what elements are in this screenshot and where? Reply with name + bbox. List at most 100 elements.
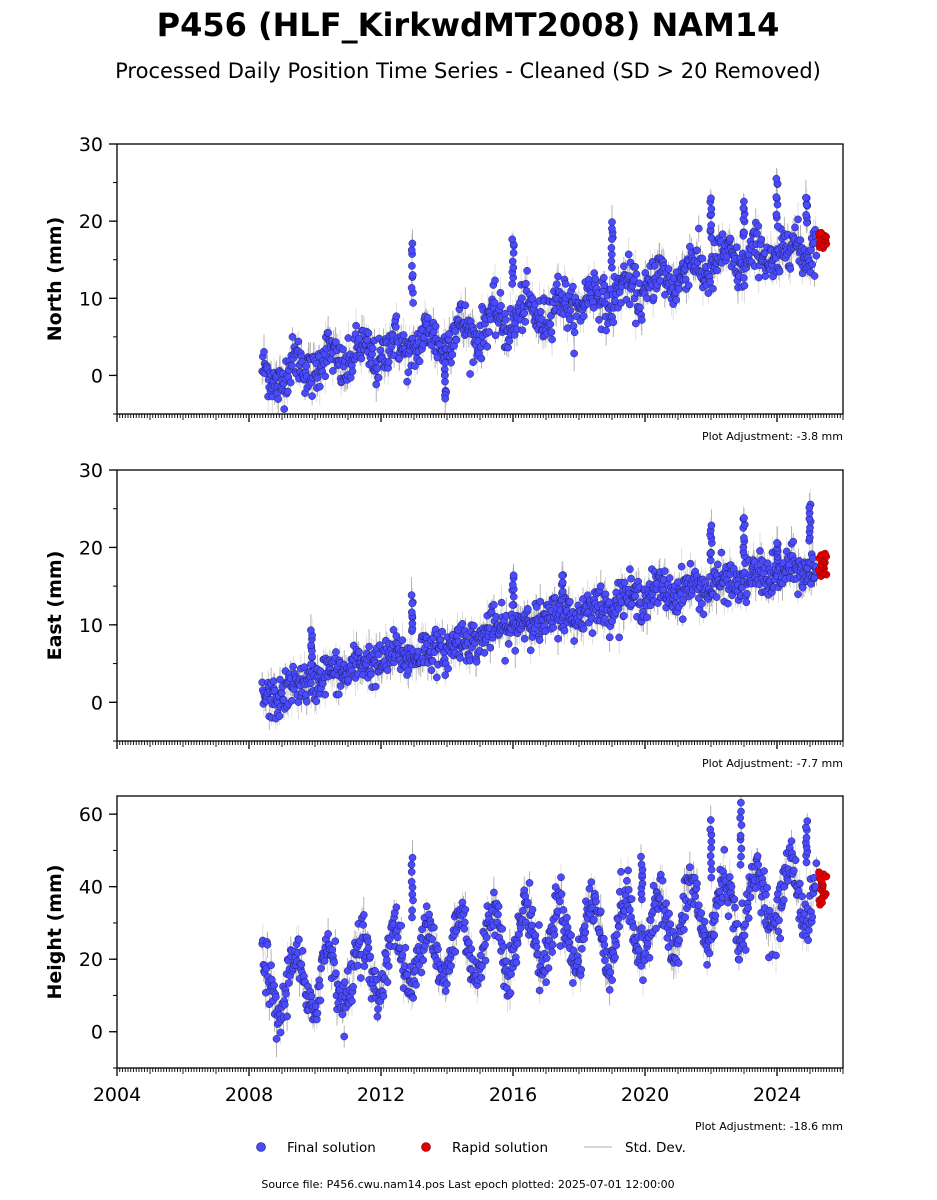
final-solution-point <box>373 364 382 373</box>
final-solution-point <box>441 358 449 367</box>
final-solution-point <box>501 656 509 665</box>
final-solution-point <box>367 670 375 679</box>
final-solution-point <box>608 218 616 226</box>
final-solution-point <box>812 251 821 260</box>
final-solution-point <box>706 549 715 558</box>
final-solution-point <box>438 627 447 636</box>
final-solution-point <box>607 250 616 259</box>
final-solution-point <box>332 338 340 346</box>
final-solution-point <box>458 619 467 628</box>
final-solution-point <box>472 657 481 666</box>
final-solution-point <box>307 660 315 669</box>
final-solution-point <box>294 337 303 346</box>
final-solution-point <box>408 271 417 279</box>
final-solution-point <box>536 307 545 316</box>
final-solution-point <box>398 636 407 645</box>
final-solution-point <box>569 322 578 330</box>
final-solution-point <box>334 690 343 699</box>
final-solution-point <box>802 193 810 202</box>
final-solution-point <box>601 614 609 623</box>
final-solution-point <box>632 270 641 278</box>
final-solution-point <box>649 293 658 302</box>
final-solution-point <box>713 266 722 275</box>
final-solution-point <box>596 582 605 591</box>
final-solution-point <box>441 394 450 403</box>
final-solution-point <box>810 272 819 280</box>
final-solution-point <box>791 223 799 232</box>
final-solution-point <box>773 539 781 547</box>
final-solution-point <box>407 608 416 617</box>
final-solution-point <box>365 642 373 651</box>
rapid-solution-points <box>815 549 831 580</box>
final-solution-point <box>757 235 766 244</box>
final-solution-point <box>518 326 527 335</box>
final-solution-point <box>508 235 517 244</box>
final-solution-point <box>707 205 716 213</box>
final-solution-point <box>786 265 795 273</box>
final-solution-point <box>490 601 498 609</box>
final-solution-point <box>548 335 556 344</box>
figure-title: P456 (HLF_KirkwdMT2008) NAM14 <box>157 6 780 44</box>
final-solution-point <box>627 600 636 609</box>
final-solution-point <box>724 599 732 608</box>
final-solution-point <box>408 599 417 608</box>
final-solution-point <box>570 349 578 358</box>
final-solution-point <box>579 312 588 321</box>
final-solution-point <box>798 583 807 592</box>
final-solution-point <box>286 378 295 387</box>
final-solution-point <box>637 316 646 324</box>
final-solution-point <box>718 230 727 239</box>
final-solution-point <box>357 354 366 363</box>
final-solution-point <box>517 294 526 303</box>
final-solution-point <box>753 229 761 238</box>
final-solution-point <box>608 263 616 272</box>
final-solution-point <box>511 646 520 655</box>
axes-frame <box>116 469 844 742</box>
y-tick-label: 30 <box>79 460 103 482</box>
plot-area <box>258 488 831 730</box>
final-solution-point <box>308 392 316 400</box>
panel-east: 0 10 20 30 East (mm) Plot Adjustment: -7.7 mm <box>44 460 844 770</box>
final-solution-point <box>427 666 436 675</box>
final-solution-point <box>789 537 798 546</box>
final-solution-point <box>595 315 603 324</box>
final-solution-point <box>448 350 457 359</box>
final-solution-point <box>522 279 530 288</box>
final-solution-point <box>558 578 567 587</box>
final-solution-point <box>404 368 413 377</box>
final-solution-point <box>428 657 437 665</box>
plot-area <box>258 796 831 1058</box>
final-solution-point <box>650 262 659 270</box>
final-solution-point <box>772 193 781 201</box>
final-solution-point <box>570 328 579 337</box>
final-solution-point <box>408 239 417 248</box>
final-solution-point <box>620 578 629 587</box>
y-tick-label: 0 <box>91 365 103 387</box>
final-solution-point <box>626 300 634 309</box>
final-solution-point <box>808 260 817 269</box>
final-solution-point <box>602 326 610 335</box>
final-solution-point <box>368 344 377 353</box>
final-solution-point <box>346 373 355 382</box>
final-solution-point <box>697 599 706 608</box>
final-solution-point <box>300 663 309 671</box>
final-solution-point <box>376 346 385 355</box>
final-solution-point <box>403 377 411 386</box>
final-solution-point <box>742 598 751 607</box>
final-solution-point <box>677 562 686 571</box>
final-solution-point <box>554 272 562 281</box>
final-solution-point <box>558 587 567 596</box>
final-solution-point <box>288 361 296 370</box>
final-solution-point <box>307 679 315 688</box>
final-solution-point <box>631 319 640 328</box>
final-solution-point <box>713 560 722 569</box>
final-solution-point <box>441 377 449 386</box>
final-solution-point <box>693 246 701 255</box>
final-solution-point <box>796 236 805 244</box>
final-solution-point <box>407 591 416 599</box>
final-solution-point <box>424 313 432 322</box>
final-solution-point <box>318 679 327 688</box>
final-solution-point <box>607 257 616 266</box>
plot-adjustment-label: Plot Adjustment: -3.8 mm <box>702 430 843 443</box>
